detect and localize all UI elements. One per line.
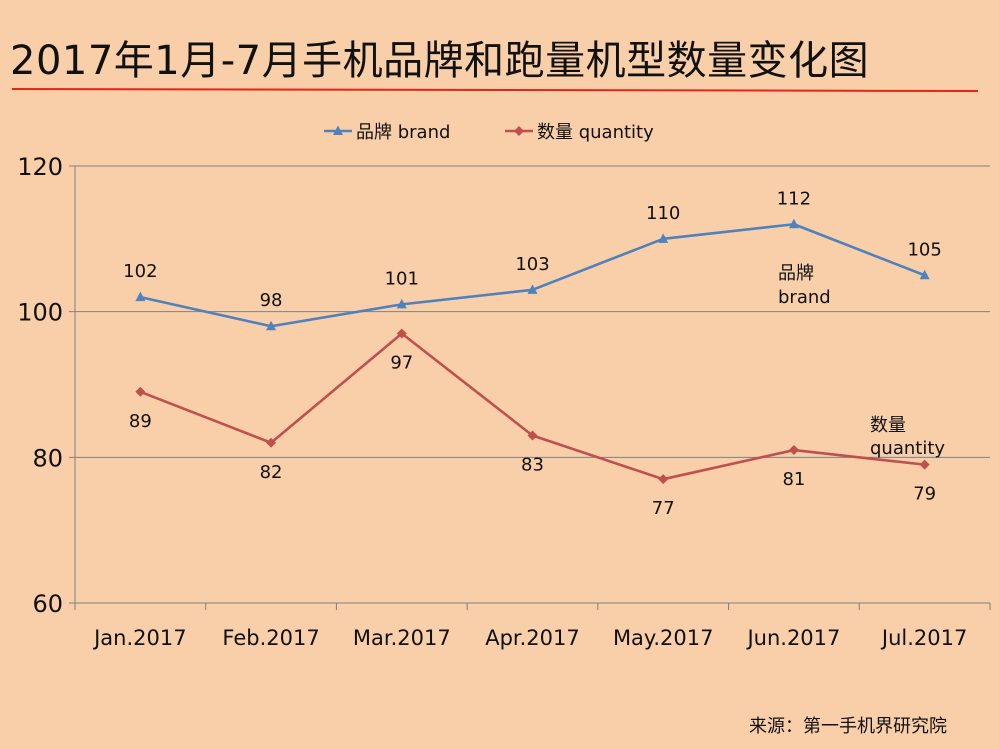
- data-label: 89: [129, 411, 152, 432]
- triangle-marker: [396, 298, 407, 309]
- chart-title: 2017年1月-7月手机品牌和跑量机型数量变化图: [10, 38, 870, 84]
- data-label: 98: [260, 290, 283, 311]
- data-label: 110: [646, 203, 680, 224]
- series-end-label: brand: [778, 287, 831, 308]
- data-label: 83: [521, 454, 544, 475]
- data-label: 77: [652, 498, 675, 519]
- triangle-marker: [135, 291, 146, 302]
- y-tick-label: 60: [32, 590, 63, 618]
- diamond-marker: [266, 437, 277, 448]
- series-end-label: 品牌: [778, 263, 814, 284]
- triangle-marker: [266, 320, 277, 331]
- x-tick-label: Jul.2017: [880, 626, 967, 650]
- series-end-label: 数量: [870, 415, 906, 436]
- axes: 60 80 100 120 Jan.2017 Feb.2017 Mar.2017 Apr.20…: [17, 153, 991, 650]
- x-tick-label: May.2017: [613, 626, 714, 650]
- x-tick-label: Mar.2017: [353, 626, 451, 650]
- x-tick-label: Jun.2017: [745, 626, 840, 650]
- triangle-marker: [919, 269, 930, 280]
- diamond-marker: [514, 126, 524, 136]
- data-labels: 102 98 101 103 110 112 105 品牌 brand 89 82 97 83 77 81 7…: [123, 188, 945, 519]
- data-label: 112: [777, 188, 811, 209]
- data-label: 102: [123, 261, 157, 282]
- triangle-marker: [658, 233, 669, 243]
- series: [135, 218, 930, 485]
- diamond-marker: [919, 459, 930, 470]
- triangle-marker: [333, 125, 343, 135]
- series-end-label: quantity: [870, 438, 945, 459]
- triangle-marker: [788, 218, 799, 229]
- triangle-marker: [527, 284, 538, 294]
- title-underline: [11, 88, 979, 92]
- y-tick-label: 80: [32, 444, 63, 472]
- diamond-marker: [135, 386, 146, 397]
- data-label: 105: [907, 239, 941, 260]
- source-note: 来源：第一手机界研究院: [749, 716, 947, 737]
- x-tick-label: Feb.2017: [222, 626, 319, 650]
- diamond-marker: [396, 328, 407, 339]
- gridlines: [69, 165, 990, 604]
- legend-label: 数量 quantity: [537, 122, 654, 143]
- y-tick-label: 100: [17, 299, 63, 327]
- y-tick-label: 120: [17, 153, 63, 181]
- diamond-marker: [527, 430, 538, 441]
- data-label: 81: [782, 469, 805, 490]
- x-tick-label: Apr.2017: [485, 626, 580, 650]
- x-tick-label: Jan.2017: [92, 626, 187, 650]
- legend-label: 品牌 brand: [356, 122, 450, 143]
- data-label: 79: [913, 484, 936, 505]
- data-label: 97: [390, 353, 413, 374]
- diamond-marker: [788, 445, 799, 456]
- data-label: 101: [385, 268, 419, 289]
- data-label: 103: [515, 254, 549, 275]
- legend: 品牌 brand 数量 quantity: [324, 122, 654, 143]
- data-label: 82: [260, 462, 283, 483]
- diamond-marker: [658, 474, 669, 485]
